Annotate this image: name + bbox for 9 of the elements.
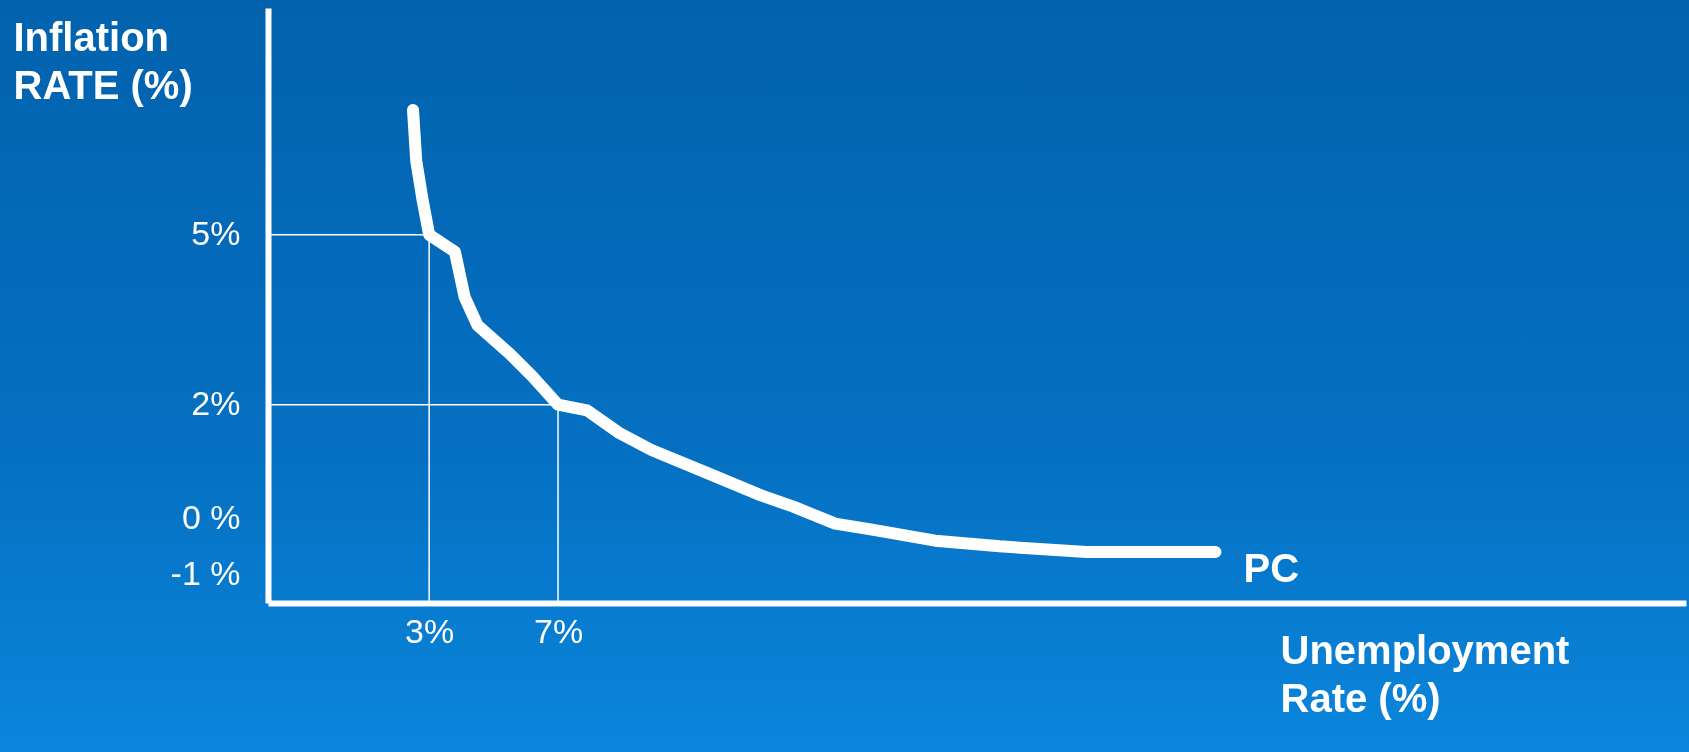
series-label: PC [1243,546,1300,590]
x-tick-label: 7% [533,611,584,650]
y-tick-label: -1 % [170,554,241,593]
y-tick-label: 2% [191,384,241,423]
y-tick-label: 5% [191,214,241,253]
x-axis-title: Unemployment Rate (%) [1280,627,1570,720]
y-axis-title: Inflation RATE (%) [13,14,193,107]
x-tick-label: 3% [405,611,455,650]
y-tick-label: 0 % [181,497,241,536]
